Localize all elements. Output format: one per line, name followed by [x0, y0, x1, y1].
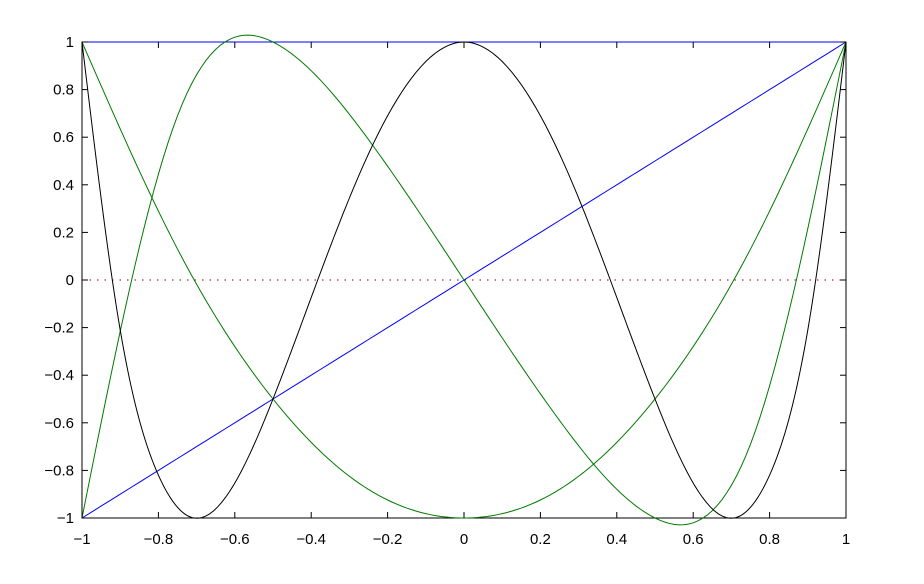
- x-tick-label: 0.2: [530, 531, 551, 548]
- y-tick-label: 0.4: [53, 177, 74, 194]
- x-tick-label: −1: [73, 531, 90, 548]
- y-tick-label: 0.8: [53, 82, 74, 99]
- y-tick-label: −0.8: [44, 462, 74, 479]
- y-tick-label: 0.6: [53, 129, 74, 146]
- x-tick-label: 0.4: [606, 531, 627, 548]
- y-tick-label: −0.2: [44, 320, 74, 337]
- x-tick-label: 0: [460, 531, 468, 548]
- y-tick-label: 0.2: [53, 224, 74, 241]
- y-tick-label: −0.6: [44, 415, 74, 432]
- y-tick-label: 1: [66, 34, 74, 51]
- y-tick-label: −1: [57, 510, 74, 527]
- x-tick-label: −0.6: [220, 531, 250, 548]
- series-line-3: [81, 34, 847, 526]
- y-tick-label: 0: [66, 272, 74, 289]
- y-tick-label: −0.4: [44, 367, 74, 384]
- x-axis-ticks: −1 −0.8 −0.6 −0.4 −0.2 0 0.2 0.4 0.6 0.8 1: [73, 42, 850, 548]
- x-tick-label: −0.2: [373, 531, 403, 548]
- x-tick-label: 0.8: [759, 531, 780, 548]
- x-tick-label: −0.4: [296, 531, 326, 548]
- x-tick-label: 0.6: [683, 531, 704, 548]
- x-tick-label: −0.8: [144, 531, 174, 548]
- series-layer: [81, 34, 847, 526]
- x-tick-label: 1: [842, 531, 850, 548]
- y-axis-ticks: 1 0.8 0.6 0.4 0.2 0 −0.2 −0.4 −0.6 −0.8 −1: [44, 34, 846, 527]
